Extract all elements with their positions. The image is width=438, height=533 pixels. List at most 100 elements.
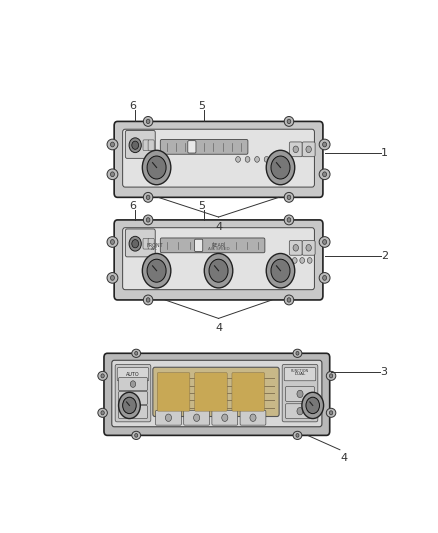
Circle shape	[147, 156, 166, 179]
Circle shape	[271, 259, 290, 282]
Circle shape	[297, 407, 303, 415]
Circle shape	[306, 245, 311, 251]
FancyBboxPatch shape	[123, 228, 314, 290]
Circle shape	[236, 157, 240, 162]
FancyBboxPatch shape	[194, 373, 227, 411]
FancyBboxPatch shape	[148, 238, 154, 249]
Circle shape	[250, 414, 256, 422]
Text: FUNCTION: FUNCTION	[291, 368, 309, 373]
Circle shape	[306, 397, 319, 414]
Circle shape	[101, 411, 104, 415]
Circle shape	[222, 414, 228, 422]
FancyBboxPatch shape	[114, 220, 323, 300]
FancyBboxPatch shape	[282, 365, 318, 422]
Circle shape	[323, 142, 327, 147]
Circle shape	[307, 257, 312, 263]
FancyBboxPatch shape	[153, 367, 279, 416]
Circle shape	[130, 409, 136, 415]
Ellipse shape	[319, 272, 330, 283]
Circle shape	[110, 239, 114, 244]
Circle shape	[293, 146, 298, 152]
Circle shape	[293, 257, 297, 263]
FancyBboxPatch shape	[160, 238, 265, 253]
Text: 1: 1	[381, 148, 389, 158]
FancyBboxPatch shape	[232, 373, 265, 411]
Ellipse shape	[143, 295, 153, 305]
FancyBboxPatch shape	[194, 239, 203, 252]
Ellipse shape	[132, 349, 141, 358]
FancyBboxPatch shape	[160, 140, 248, 154]
Circle shape	[110, 142, 114, 147]
FancyBboxPatch shape	[119, 377, 148, 391]
Circle shape	[266, 150, 295, 185]
Circle shape	[146, 195, 150, 199]
Ellipse shape	[107, 237, 118, 247]
Circle shape	[146, 298, 150, 302]
Text: 6: 6	[129, 101, 136, 111]
Circle shape	[130, 395, 136, 401]
Ellipse shape	[284, 117, 294, 126]
FancyBboxPatch shape	[184, 410, 209, 425]
Text: AUTO: AUTO	[126, 372, 140, 377]
FancyBboxPatch shape	[143, 140, 149, 150]
Circle shape	[329, 374, 333, 378]
Ellipse shape	[326, 372, 336, 381]
Text: 2: 2	[381, 252, 389, 261]
Ellipse shape	[293, 349, 302, 358]
Ellipse shape	[319, 237, 330, 247]
Ellipse shape	[107, 139, 118, 150]
Circle shape	[296, 433, 299, 437]
Circle shape	[254, 157, 259, 162]
Circle shape	[132, 240, 138, 248]
FancyBboxPatch shape	[286, 386, 314, 401]
Circle shape	[101, 374, 104, 378]
FancyBboxPatch shape	[212, 410, 238, 425]
Circle shape	[287, 217, 291, 222]
Ellipse shape	[284, 192, 294, 202]
Circle shape	[204, 254, 233, 288]
Circle shape	[287, 298, 291, 302]
Circle shape	[323, 239, 327, 244]
Ellipse shape	[284, 215, 294, 225]
Circle shape	[264, 157, 269, 162]
Text: 4: 4	[215, 324, 222, 333]
Ellipse shape	[98, 408, 107, 417]
Text: 6: 6	[129, 201, 136, 211]
Circle shape	[129, 236, 141, 251]
Circle shape	[142, 254, 171, 288]
Circle shape	[110, 276, 114, 280]
Circle shape	[271, 156, 290, 179]
FancyBboxPatch shape	[188, 141, 196, 153]
Circle shape	[266, 254, 295, 288]
Ellipse shape	[319, 169, 330, 180]
Text: 3: 3	[381, 367, 388, 377]
Circle shape	[123, 397, 136, 414]
Circle shape	[285, 257, 290, 263]
Circle shape	[142, 150, 171, 185]
Circle shape	[296, 351, 299, 355]
Circle shape	[119, 392, 140, 418]
Ellipse shape	[143, 215, 153, 225]
Text: AIR SPEED: AIR SPEED	[208, 247, 230, 251]
Ellipse shape	[143, 117, 153, 126]
FancyBboxPatch shape	[117, 368, 149, 381]
Ellipse shape	[319, 139, 330, 150]
Circle shape	[129, 138, 141, 152]
Circle shape	[293, 245, 298, 251]
Circle shape	[135, 433, 138, 437]
Circle shape	[306, 146, 311, 152]
Circle shape	[323, 276, 327, 280]
Circle shape	[297, 390, 303, 398]
FancyBboxPatch shape	[114, 122, 323, 197]
Circle shape	[132, 141, 138, 149]
FancyBboxPatch shape	[290, 240, 302, 255]
FancyBboxPatch shape	[143, 238, 149, 249]
Circle shape	[245, 157, 250, 162]
Circle shape	[287, 119, 291, 124]
FancyBboxPatch shape	[302, 240, 315, 255]
Text: A/C: A/C	[151, 247, 159, 251]
Circle shape	[300, 257, 304, 263]
FancyBboxPatch shape	[148, 140, 154, 150]
Text: REAR: REAR	[212, 243, 225, 248]
Circle shape	[146, 217, 150, 222]
